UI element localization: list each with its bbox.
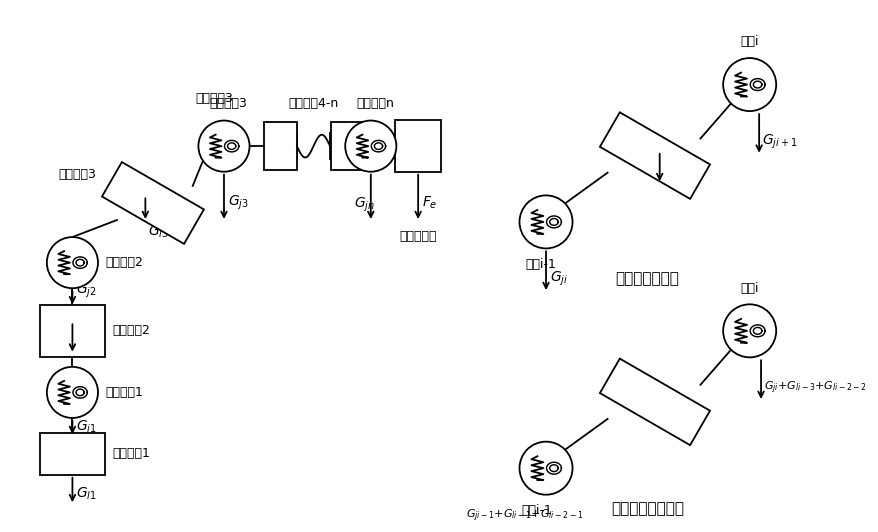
Text: $F_e$: $F_e$	[421, 195, 437, 211]
Text: $G_{ji-1}$+$G_{li-1}$+$G_{li-2-1}$: $G_{ji-1}$+$G_{li-1}$+$G_{li-2-1}$	[465, 508, 582, 523]
Text: $G_{ji+1}$: $G_{ji+1}$	[761, 132, 796, 151]
Text: 虚拟关节1: 虚拟关节1	[105, 386, 143, 399]
Circle shape	[47, 367, 97, 418]
Text: 连杆i: 连杆i	[622, 132, 640, 145]
Polygon shape	[330, 122, 363, 170]
Text: $G_{j2}$: $G_{j2}$	[76, 282, 97, 300]
Text: 虚拟关节n: 虚拟关节n	[356, 97, 394, 110]
Text: 虚拟关节3: 虚拟关节3	[195, 92, 234, 105]
Text: 连杆组件2: 连杆组件2	[112, 325, 150, 337]
Text: 虚拟关节3: 虚拟关节3	[210, 97, 248, 110]
Text: 连杆重力分段处理: 连杆重力分段处理	[610, 502, 683, 517]
Text: $G_{jn}$: $G_{jn}$	[353, 196, 374, 214]
Text: $G_{j3}$: $G_{j3}$	[227, 194, 248, 212]
Text: 虚拟关节2: 虚拟关节2	[105, 256, 143, 269]
Text: 关节i-1: 关节i-1	[525, 258, 556, 271]
Text: $G_{li}$: $G_{li}$	[662, 167, 680, 183]
Polygon shape	[102, 162, 204, 244]
Text: 连杆组件1: 连杆组件1	[112, 447, 150, 461]
Text: $G_{ji}$+$G_{li-3}$+$G_{li-2-2}$: $G_{ji}$+$G_{li-3}$+$G_{li-2-2}$	[763, 379, 866, 396]
Polygon shape	[264, 122, 297, 170]
Text: $G_{ji}$: $G_{ji}$	[550, 270, 567, 288]
Polygon shape	[40, 433, 104, 475]
Polygon shape	[599, 112, 709, 199]
Circle shape	[345, 121, 396, 172]
Text: 连杆i: 连杆i	[622, 378, 640, 392]
Text: $G_{j1}$: $G_{j1}$	[76, 418, 97, 437]
Text: $G_{l3}$: $G_{l3}$	[148, 223, 169, 239]
Text: 关节i: 关节i	[739, 36, 758, 48]
Circle shape	[47, 237, 97, 288]
Polygon shape	[599, 359, 709, 445]
Circle shape	[198, 121, 249, 172]
Circle shape	[723, 304, 775, 358]
Text: 连杆组件3: 连杆组件3	[58, 168, 96, 181]
Circle shape	[519, 195, 572, 248]
Circle shape	[519, 442, 572, 495]
Circle shape	[723, 58, 775, 111]
Text: 末端执行器: 末端执行器	[399, 230, 436, 243]
Polygon shape	[40, 305, 104, 357]
Text: $G_{l1}$: $G_{l1}$	[76, 486, 97, 502]
Text: 连杆组件4-n: 连杆组件4-n	[289, 97, 339, 110]
Text: $G_{l2}$: $G_{l2}$	[76, 332, 97, 348]
Polygon shape	[395, 120, 441, 172]
Text: 连杆及关节重力: 连杆及关节重力	[615, 271, 679, 286]
Text: 关节i-1: 关节i-1	[521, 504, 551, 517]
Text: 关节i: 关节i	[739, 282, 758, 295]
